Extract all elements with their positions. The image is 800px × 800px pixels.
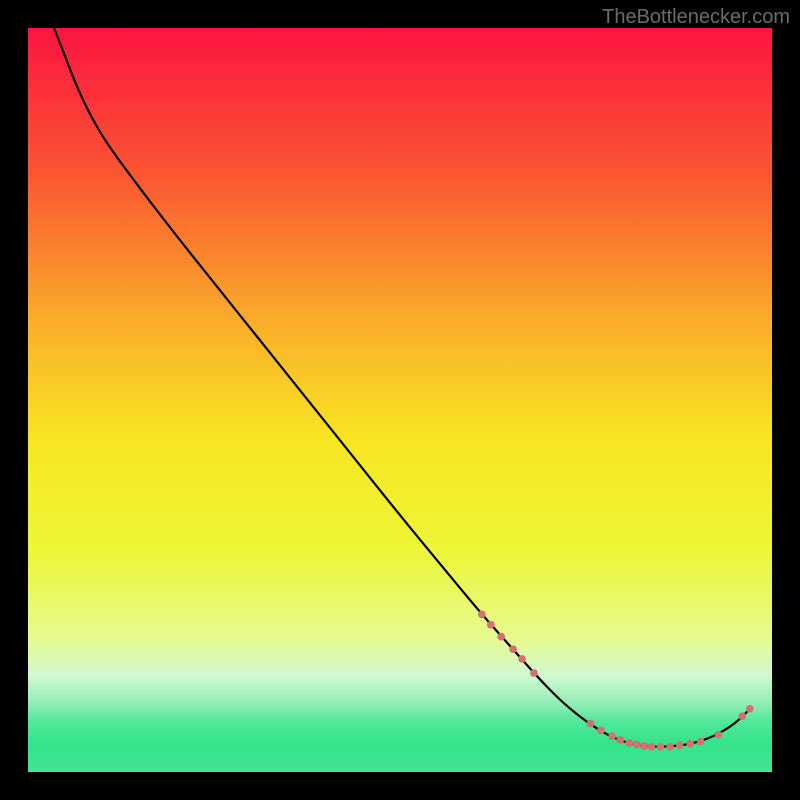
curve-marker xyxy=(697,738,705,746)
curve-line xyxy=(54,28,750,747)
curve-marker xyxy=(666,743,674,751)
curve-marker xyxy=(518,655,526,663)
curve-marker xyxy=(530,669,538,677)
curve-marker xyxy=(608,733,616,741)
curve-marker xyxy=(625,739,633,747)
curve-marker xyxy=(487,621,495,629)
curve-marker xyxy=(633,741,641,749)
chart-area xyxy=(28,28,772,772)
curve-marker xyxy=(746,705,754,713)
curve-marker xyxy=(648,743,656,751)
chart-overlay xyxy=(28,28,772,772)
curve-markers xyxy=(478,611,753,751)
curve-marker xyxy=(478,611,486,619)
curve-marker xyxy=(738,712,746,720)
curve-marker xyxy=(657,743,665,751)
curve-marker xyxy=(676,741,684,749)
curve-marker xyxy=(715,731,723,739)
curve-marker xyxy=(686,740,694,748)
curve-marker xyxy=(509,645,516,653)
curve-marker xyxy=(587,720,595,728)
curve-marker xyxy=(597,727,605,735)
curve-marker xyxy=(497,633,505,641)
watermark-text: TheBottlenecker.com xyxy=(602,6,790,29)
curve-marker xyxy=(616,736,624,744)
curve-marker xyxy=(640,742,648,750)
